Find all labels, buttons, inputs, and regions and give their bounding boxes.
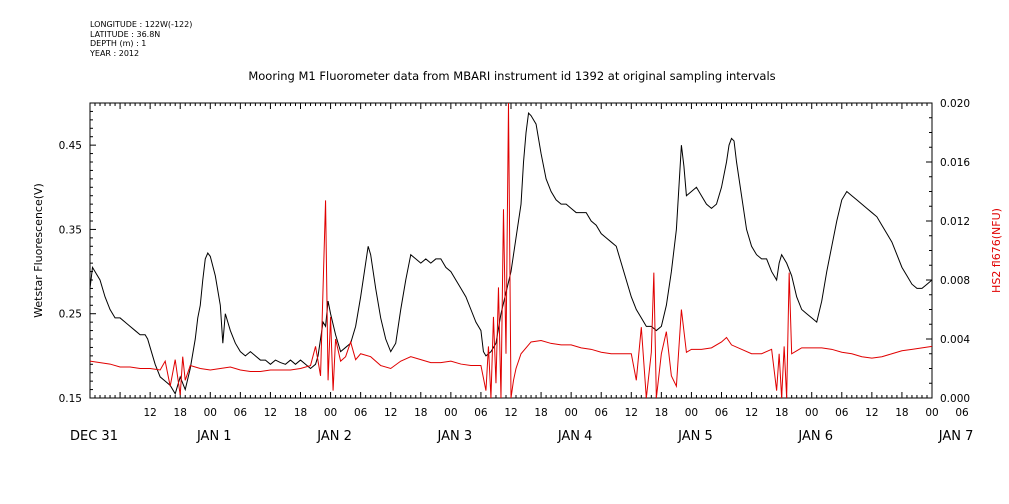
x-hour-tick-label: 00 — [805, 407, 818, 419]
x-day-label: JAN 5 — [677, 429, 713, 444]
right-y-axis: 0.000 0.004 0.008 0.012 0.016 0.020 — [926, 98, 970, 405]
x-hour-tick-label: 00 — [925, 407, 938, 419]
metadata-longitude: LONGITUDE : 122W(-122) — [90, 20, 193, 29]
series-line-wetstar-fluorescence — [90, 112, 932, 396]
y-left-tick-label: 0.35 — [59, 224, 82, 236]
x-hour-tick-label: 06 — [595, 407, 609, 419]
x-hour-tick-label: 06 — [835, 407, 849, 419]
x-hour-tick-label: 00 — [444, 407, 457, 419]
series-layer — [90, 103, 932, 398]
x-hour-tick-label: 18 — [294, 407, 307, 419]
x-hour-tick-label: 12 — [865, 407, 878, 419]
y-right-tick-label: 0.012 — [940, 216, 970, 228]
x-day-label: JAN 3 — [437, 429, 473, 444]
metadata-depth: DEPTH (m) : 1 — [90, 39, 147, 48]
chart-title: Mooring M1 Fluorometer data from MBARI i… — [248, 69, 775, 83]
x-hour-tick-label: 00 — [204, 407, 217, 419]
x-axis: 12 18 00 06 12 18 00 06 12 18 00 06 12 18 00 06 12 18 00 06… — [70, 103, 973, 444]
x-hour-tick-label: 06 — [955, 407, 969, 419]
x-day-label: DEC 31 — [70, 429, 118, 444]
x-hour-tick-label: 12 — [384, 407, 397, 419]
x-hour-tick-label: 00 — [324, 407, 337, 419]
x-hour-tick-label: 06 — [715, 407, 729, 419]
metadata-block: LONGITUDE : 122W(-122) LATITUDE : 36.8N … — [90, 20, 192, 58]
x-hour-tick-label: 18 — [895, 407, 908, 419]
x-day-label: JAN 4 — [557, 429, 593, 444]
x-hour-tick-label: 18 — [655, 407, 668, 419]
x-hour-tick-label: 12 — [504, 407, 517, 419]
x-day-label: JAN 6 — [797, 429, 833, 444]
x-hour-tick-label: 06 — [234, 407, 248, 419]
y-left-tick-label: 0.25 — [59, 309, 82, 321]
x-day-label: JAN 7 — [938, 429, 974, 444]
x-day-label: JAN 1 — [196, 429, 232, 444]
x-hour-tick-label: 12 — [625, 407, 638, 419]
y-right-tick-label: 0.000 — [940, 393, 970, 405]
x-hour-tick-label: 12 — [264, 407, 277, 419]
x-hour-tick-label: 18 — [414, 407, 427, 419]
x-hour-tick-label: 00 — [685, 407, 698, 419]
x-hour-tick-label: 12 — [745, 407, 758, 419]
x-hour-tick-label: 06 — [474, 407, 488, 419]
x-hour-tick-label: 18 — [775, 407, 788, 419]
y-right-tick-label: 0.020 — [940, 98, 970, 110]
metadata-year: YEAR : 2012 — [90, 48, 140, 58]
x-hour-tick-label: 06 — [354, 407, 368, 419]
y-left-tick-label: 0.45 — [59, 140, 82, 152]
y-axis-left-label: Wetstar Fluorescence(V) — [32, 183, 45, 318]
x-day-label: JAN 2 — [316, 429, 352, 444]
metadata-latitude: LATITUDE : 36.8N — [90, 29, 161, 39]
x-hour-tick-label: 12 — [143, 407, 156, 419]
x-hour-tick-label: 18 — [174, 407, 187, 419]
y-right-tick-label: 0.008 — [940, 275, 970, 287]
y-right-tick-label: 0.004 — [940, 334, 970, 346]
x-hour-tick-label: 18 — [534, 407, 547, 419]
y-left-tick-label: 0.15 — [59, 393, 82, 405]
series-line-hs2-fl676 — [90, 103, 932, 398]
left-y-axis: 0.15 0.25 0.35 0.45 — [59, 102, 96, 405]
y-right-tick-label: 0.016 — [940, 157, 970, 169]
x-hour-tick-label: 00 — [564, 407, 577, 419]
y-axis-right-label: HS2 fl676(NFU) — [990, 208, 1003, 293]
